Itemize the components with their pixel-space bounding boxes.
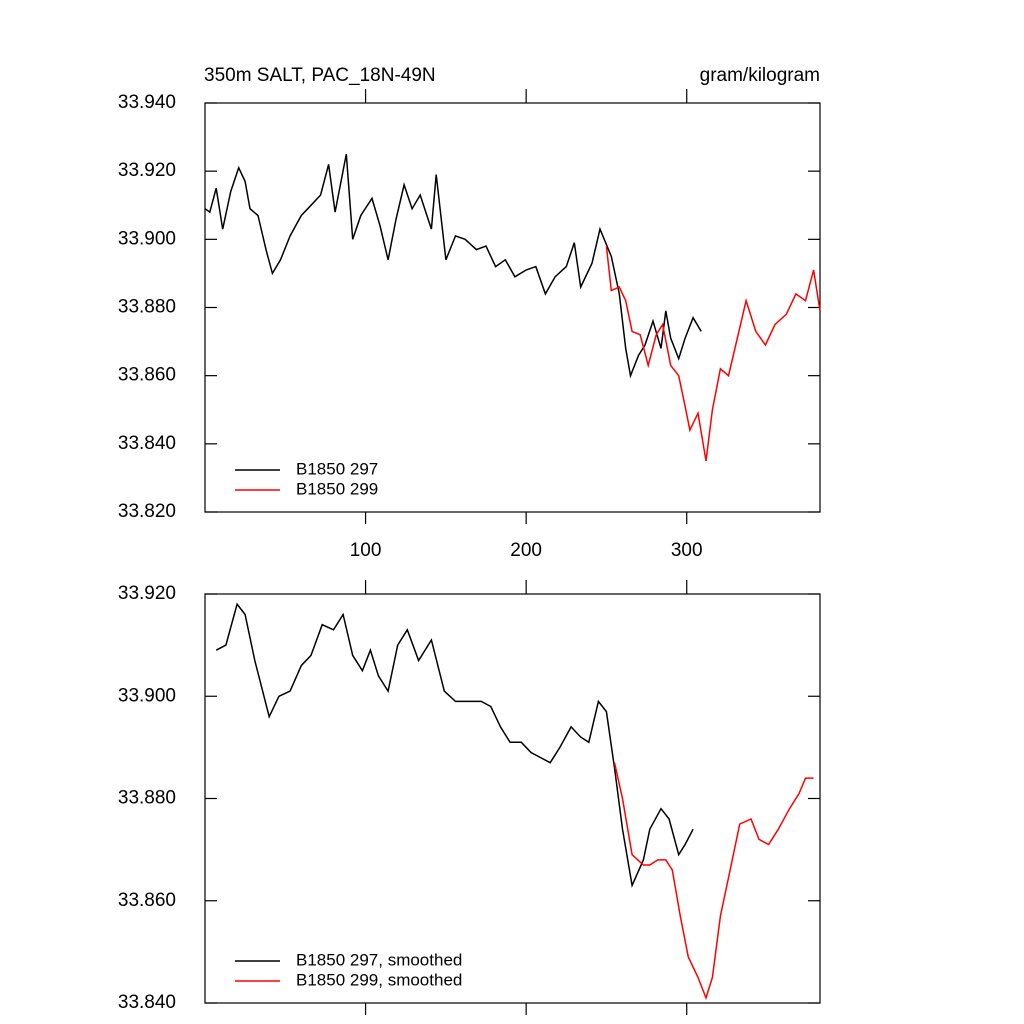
plot-frame [204,102,821,513]
legend-label: B1850 297, smoothed [296,950,462,969]
x-tick-label: 300 [671,540,703,561]
y-tick-label: 33.940 [118,92,176,113]
y-tick-label: 33.900 [118,685,176,706]
y-tick-label: 33.840 [118,433,176,454]
series-line [613,762,814,1001]
y-tick-label: 33.920 [118,160,176,181]
units-label: gram/kilogram [700,65,820,86]
x-tick-label: 200 [510,540,542,561]
y-tick-label: 33.820 [118,501,176,522]
y-tick-label: 33.880 [118,788,176,809]
y-tick-label: 33.840 [118,992,176,1013]
y-tick-label: 33.900 [118,228,176,249]
legend-label: B1850 299 [296,479,378,498]
y-tick-label: 33.920 [118,583,176,604]
x-tick-label: 100 [350,540,382,561]
y-tick-label: 33.880 [118,297,176,318]
series-line [215,602,694,888]
chart-title: 350m SALT, PAC_18N-49N [204,65,436,86]
legend-label: B1850 297 [296,459,378,478]
series-line [204,153,702,379]
y-tick-label: 33.860 [118,890,176,911]
plot-frame [204,593,821,1004]
y-tick-label: 33.860 [118,365,176,386]
series-line [605,246,821,462]
legend-label: B1850 299, smoothed [296,970,462,989]
